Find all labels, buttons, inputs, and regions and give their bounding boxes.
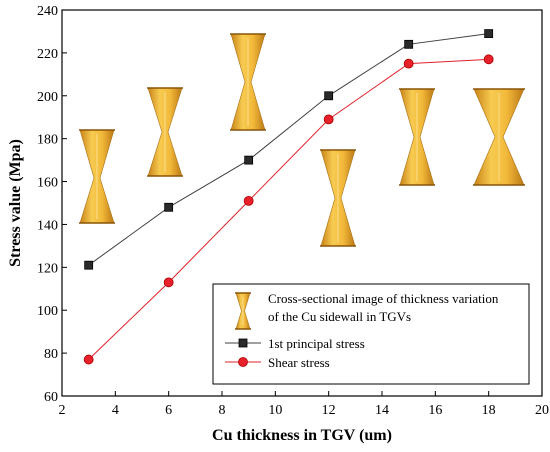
x-axis-ticks: 2 4 6 8 10 12 14 16 18 20 — [59, 391, 549, 418]
y-tick-label: 240 — [37, 4, 58, 19]
data-point-shear — [403, 58, 414, 69]
x-tick-label: 6 — [165, 403, 172, 418]
x-tick-label: 16 — [428, 403, 442, 418]
legend: Cross-sectional image of thickness varia… — [212, 283, 530, 385]
x-tick-label: 20 — [535, 403, 549, 418]
legend-box — [212, 283, 530, 385]
data-point-shear — [323, 114, 334, 125]
data-point-shear — [83, 354, 94, 365]
tgv-cross-section-images — [79, 33, 525, 247]
data-point-principal — [164, 202, 174, 212]
y-tick-label: 140 — [37, 218, 58, 233]
tgv-cross-section-icon — [147, 87, 183, 177]
y-tick-label: 160 — [37, 176, 58, 191]
legend-image-label-line1: Cross-sectional image of thickness varia… — [268, 291, 499, 306]
legend-label-principal: 1st principal stress — [268, 336, 365, 351]
y-tick-label: 180 — [37, 133, 58, 148]
y-tick-label: 120 — [37, 261, 58, 276]
tgv-cross-section-icon — [320, 149, 356, 247]
y-axis-ticks: 60 80 100 120 140 160 180 200 220 240 — [37, 4, 67, 405]
legend-image-label-line2: of the Cu sidewall in TGVs — [268, 309, 411, 324]
legend-marker-shear — [238, 357, 248, 367]
legend-marker-principal — [238, 338, 248, 348]
legend-image-icon — [235, 292, 251, 330]
y-tick-label: 200 — [37, 90, 58, 105]
x-tick-label: 14 — [375, 403, 389, 418]
tgv-cross-section-icon — [79, 129, 115, 224]
data-point-principal — [324, 91, 334, 101]
tgv-cross-section-icon — [230, 33, 266, 131]
y-tick-label: 80 — [44, 347, 58, 362]
data-point-shear — [163, 277, 174, 288]
data-point-principal — [84, 260, 94, 270]
data-point-shear — [243, 195, 254, 206]
x-tick-label: 8 — [219, 403, 226, 418]
y-tick-label: 60 — [44, 390, 58, 405]
y-axis-title: Stress value (Mpa) — [7, 139, 24, 267]
y-tick-label: 100 — [37, 304, 58, 319]
tgv-cross-section-icon — [399, 88, 435, 186]
data-point-principal — [404, 39, 414, 49]
series-line-shear — [88, 58, 489, 360]
series-layer — [83, 29, 494, 365]
x-tick-label: 4 — [112, 403, 119, 418]
x-tick-label: 10 — [268, 403, 282, 418]
y-tick-label: 220 — [37, 47, 58, 62]
tgv-cross-section-icon — [473, 88, 525, 186]
x-tick-label: 12 — [322, 403, 336, 418]
series-line-principal — [88, 33, 489, 266]
x-tick-label: 18 — [482, 403, 496, 418]
data-point-principal — [484, 29, 494, 38]
legend-hourglass-icon — [235, 292, 251, 330]
x-tick-label: 2 — [59, 403, 66, 418]
plot-area — [61, 9, 543, 397]
x-axis-title: Cu thickness in TGV (um) — [212, 427, 392, 444]
data-point-principal — [244, 155, 254, 165]
legend-label-shear: Shear stress — [268, 355, 330, 370]
data-point-shear — [483, 54, 494, 65]
